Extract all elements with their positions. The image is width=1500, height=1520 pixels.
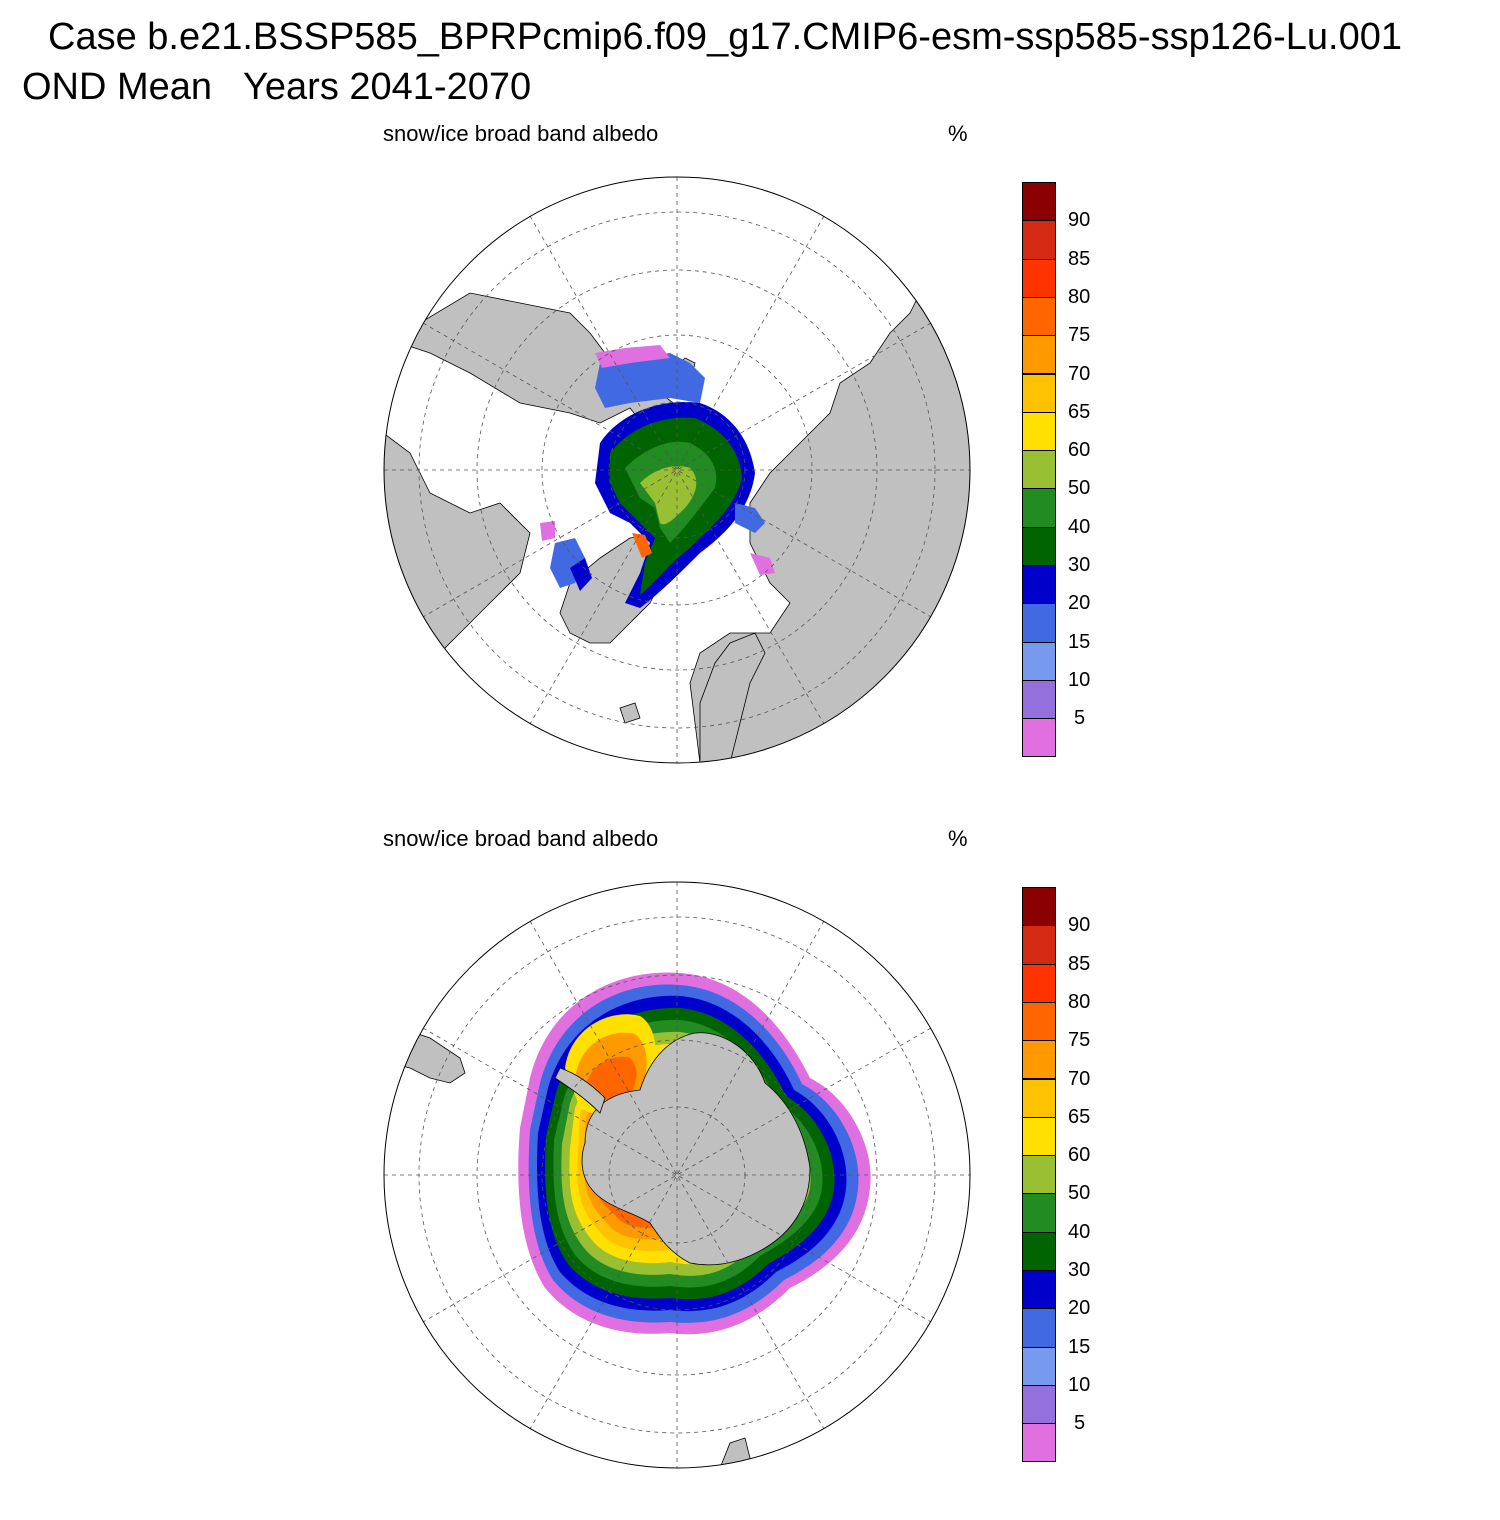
colorbar-swatch <box>1022 335 1056 375</box>
north-panel: snow/ice broad band albedo % <box>0 115 1500 815</box>
colorbar-label: 15 <box>1068 630 1091 653</box>
colorbar-label: 50 <box>1068 477 1091 500</box>
colorbar-swatch <box>1022 373 1056 413</box>
colorbar-label: 90 <box>1068 914 1091 937</box>
colorbar-swatch <box>1022 488 1056 528</box>
colorbar-swatch <box>1022 603 1056 643</box>
colorbar-swatch <box>1022 1346 1056 1386</box>
colorbar-swatch <box>1022 679 1056 720</box>
colorbar-label: 5 <box>1074 1412 1086 1435</box>
colorbar-swatch <box>1022 963 1056 1003</box>
colorbar-swatch <box>1022 1001 1056 1042</box>
season-years-title: OND Mean Years 2041-2070 <box>22 66 532 108</box>
colorbar-label: 90 <box>1068 209 1091 232</box>
colorbar-swatch <box>1022 925 1056 965</box>
colorbar-swatch <box>1022 1308 1056 1348</box>
colorbar-label: 80 <box>1068 285 1091 308</box>
colorbar-swatch <box>1022 1193 1056 1233</box>
colorbar-swatch <box>1022 526 1056 566</box>
south-variable-label: snow/ice broad band albedo <box>383 826 659 851</box>
colorbar-label: 10 <box>1068 1373 1091 1396</box>
north-variable-label: snow/ice broad band albedo <box>383 121 659 146</box>
colorbar-label: 85 <box>1068 952 1091 975</box>
colorbar-swatch <box>1022 641 1056 681</box>
south-polar-map <box>383 881 971 1469</box>
south-map-border <box>383 881 971 1469</box>
colorbar-label: 30 <box>1068 554 1091 576</box>
colorbar-swatch <box>1022 1155 1056 1195</box>
colorbar-swatch <box>1022 1231 1056 1271</box>
colorbar-swatch <box>1022 565 1056 605</box>
north-graticule <box>384 177 970 763</box>
colorbar-label: 70 <box>1068 1067 1091 1090</box>
colorbar-label: 85 <box>1068 247 1091 270</box>
north-units-label: % <box>948 121 968 146</box>
south-units-label: % <box>948 826 968 851</box>
colorbar-swatch <box>1022 450 1056 490</box>
colorbar-swatch <box>1022 1384 1056 1425</box>
colorbar-swatch <box>1022 296 1056 337</box>
colorbar-label: 75 <box>1068 1029 1091 1052</box>
south-colorbar: 90 85 80 75 70 65 60 50 40 30 20 15 10 5 <box>1022 887 1162 1467</box>
colorbar-label: 65 <box>1068 1105 1091 1128</box>
colorbar-label: 60 <box>1068 439 1091 462</box>
south-panel: snow/ice broad band albedo % <box>0 820 1500 1520</box>
north-polar-map <box>383 176 971 764</box>
colorbar-swatch <box>1022 182 1056 222</box>
colorbar-label: 10 <box>1068 668 1091 691</box>
colorbar-swatch <box>1022 258 1056 298</box>
colorbar-swatch <box>1022 1116 1056 1157</box>
colorbar-swatch <box>1022 1270 1056 1310</box>
colorbar-label: 20 <box>1068 1297 1091 1320</box>
north-sea-ice <box>540 345 775 608</box>
colorbar-swatch <box>1022 887 1056 927</box>
north-map-border <box>383 176 971 764</box>
colorbar-swatch <box>1022 1040 1056 1080</box>
south-graticule <box>384 882 970 1468</box>
colorbar-label: 5 <box>1074 707 1086 730</box>
colorbar-label: 40 <box>1068 1220 1091 1243</box>
colorbar-label: 30 <box>1068 1259 1091 1281</box>
colorbar-swatch <box>1022 718 1056 758</box>
colorbar-label: 50 <box>1068 1182 1091 1205</box>
case-title: Case b.e21.BSSP585_BPRPcmip6.f09_g17.CMI… <box>48 16 1402 58</box>
colorbar-label: 60 <box>1068 1144 1091 1167</box>
colorbar-swatch <box>1022 220 1056 260</box>
colorbar-label: 70 <box>1068 362 1091 385</box>
colorbar-label: 15 <box>1068 1335 1091 1358</box>
colorbar-swatch <box>1022 1423 1056 1463</box>
colorbar-label: 75 <box>1068 324 1091 347</box>
north-colorbar: 90 85 80 75 70 65 60 50 40 30 20 15 10 5 <box>1022 182 1162 762</box>
colorbar-label: 80 <box>1068 990 1091 1013</box>
colorbar-swatch <box>1022 411 1056 452</box>
colorbar-label: 20 <box>1068 592 1091 615</box>
colorbar-label: 40 <box>1068 515 1091 538</box>
colorbar-label: 65 <box>1068 400 1091 423</box>
colorbar-swatch <box>1022 1078 1056 1118</box>
